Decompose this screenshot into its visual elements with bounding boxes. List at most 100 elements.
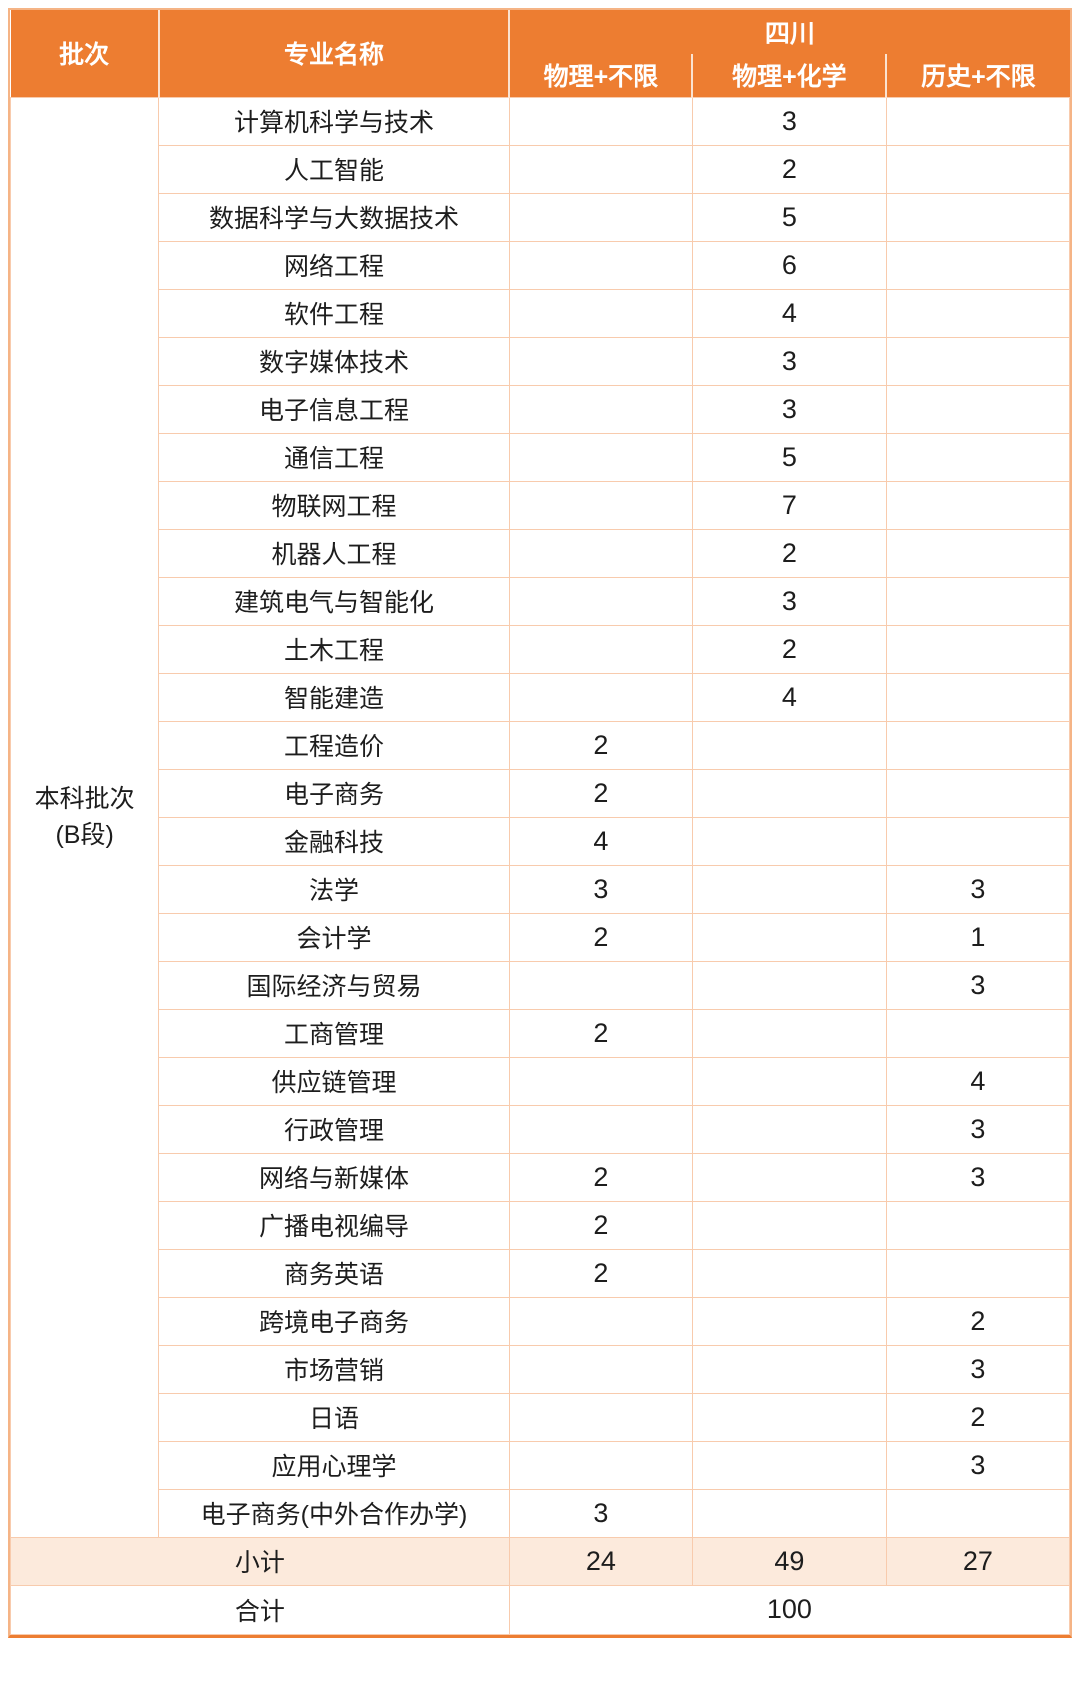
phys-chem-cell: [691, 1200, 887, 1250]
phys-chem-cell: [691, 1008, 887, 1058]
phys-chem-cell: 3: [691, 96, 887, 146]
major-name-cell: 机器人工程: [158, 528, 510, 578]
phys-chem-cell: 2: [691, 624, 887, 674]
col-header-phys-any: 物理+不限: [509, 54, 693, 98]
hist-any-cell: [885, 384, 1071, 434]
hist-any-cell: [885, 96, 1071, 146]
hist-any-cell: 3: [885, 960, 1071, 1010]
hist-any-cell: [885, 240, 1071, 290]
phys-any-cell: [508, 1344, 693, 1394]
phys-chem-cell: [691, 1488, 887, 1538]
phys-any-cell: [508, 1440, 693, 1490]
hist-any-cell: 1: [885, 912, 1071, 962]
col-header-province: 四川: [509, 10, 1070, 54]
phys-any-cell: [508, 1104, 693, 1154]
total-row: 合计 100: [10, 1584, 1071, 1635]
table-row: 行政管理 3: [11, 1104, 1071, 1154]
phys-any-cell: [508, 624, 693, 674]
major-name-cell: 物联网工程: [158, 480, 510, 530]
major-name-cell: 金融科技: [158, 816, 510, 866]
phys-chem-cell: 3: [691, 384, 887, 434]
major-name-cell: 电子商务(中外合作办学): [158, 1488, 510, 1538]
hist-any-cell: 3: [885, 1152, 1071, 1202]
table-row: 日语 2: [11, 1392, 1071, 1442]
hist-any-cell: [885, 480, 1071, 530]
table-row: 数据科学与大数据技术 5: [11, 192, 1071, 242]
batch-cell-line2: (B段): [55, 821, 114, 849]
major-name-cell: 人工智能: [158, 144, 510, 194]
major-name-cell: 商务英语: [158, 1248, 510, 1298]
col-header-batch: 批次: [10, 10, 160, 97]
table-row: 机器人工程 2: [11, 528, 1071, 578]
total-value: 100: [508, 1584, 1071, 1635]
table-row: 跨境电子商务 2: [11, 1296, 1071, 1346]
phys-any-cell: [508, 432, 693, 482]
phys-any-cell: [508, 288, 693, 338]
hist-any-cell: [885, 144, 1071, 194]
phys-chem-cell: [691, 1440, 887, 1490]
table-row: 商务英语 2: [11, 1248, 1071, 1298]
table-row: 网络与新媒体 2 3: [11, 1152, 1071, 1202]
phys-chem-cell: 3: [691, 576, 887, 626]
subtotal-hist-any: 27: [885, 1536, 1071, 1586]
hist-any-cell: [885, 192, 1071, 242]
phys-chem-cell: [691, 1392, 887, 1442]
table-row: 供应链管理 4: [11, 1056, 1071, 1106]
phys-any-cell: [508, 672, 693, 722]
major-name-cell: 数据科学与大数据技术: [158, 192, 510, 242]
table-body: 本科批次 (B段) 计算机科学与技术 3 人工智能 2 数据科学与大数据技术 5 网络工程 6 软件…: [9, 96, 1071, 1538]
phys-chem-cell: [691, 1152, 887, 1202]
phys-any-cell: 2: [508, 1152, 693, 1202]
phys-any-cell: [508, 336, 693, 386]
major-name-cell: 法学: [158, 864, 510, 914]
major-name-cell: 跨境电子商务: [158, 1296, 510, 1346]
table-row: 金融科技 4: [11, 816, 1071, 866]
hist-any-cell: [885, 1248, 1071, 1298]
subtotal-row: 小计 24 49 27: [10, 1536, 1071, 1586]
hist-any-cell: 3: [885, 1440, 1071, 1490]
hist-any-cell: 3: [885, 1344, 1071, 1394]
table-row: 网络工程 6: [11, 240, 1071, 290]
phys-chem-cell: 3: [691, 336, 887, 386]
hist-any-cell: 4: [885, 1056, 1071, 1106]
table-row: 市场营销 3: [11, 1344, 1071, 1394]
phys-any-cell: 2: [508, 912, 693, 962]
major-name-cell: 通信工程: [158, 432, 510, 482]
hist-any-cell: [885, 672, 1071, 722]
major-name-cell: 网络与新媒体: [158, 1152, 510, 1202]
hist-any-cell: [885, 1200, 1071, 1250]
phys-any-cell: 3: [508, 1488, 693, 1538]
major-name-cell: 广播电视编导: [158, 1200, 510, 1250]
phys-any-cell: 2: [508, 1248, 693, 1298]
phys-any-cell: [508, 240, 693, 290]
table-row: 数字媒体技术 3: [11, 336, 1071, 386]
phys-chem-cell: 2: [691, 144, 887, 194]
phys-chem-cell: [691, 960, 887, 1010]
table-footer: 小计 24 49 27 合计 100: [10, 1536, 1071, 1635]
table-row: 土木工程 2: [11, 624, 1071, 674]
major-name-cell: 计算机科学与技术: [158, 96, 510, 146]
phys-chem-cell: 5: [691, 192, 887, 242]
phys-any-cell: [508, 1056, 693, 1106]
hist-any-cell: [885, 528, 1071, 578]
phys-chem-cell: [691, 864, 887, 914]
hist-any-cell: [885, 576, 1071, 626]
phys-any-cell: 2: [508, 1200, 693, 1250]
phys-any-cell: [508, 384, 693, 434]
hist-any-cell: 2: [885, 1296, 1071, 1346]
phys-chem-cell: 6: [691, 240, 887, 290]
table-row: 建筑电气与智能化 3: [11, 576, 1071, 626]
major-name-cell: 国际经济与贸易: [158, 960, 510, 1010]
phys-chem-cell: [691, 1296, 887, 1346]
table-row: 应用心理学 3: [11, 1440, 1071, 1490]
table-row: 通信工程 5: [11, 432, 1071, 482]
phys-chem-cell: [691, 816, 887, 866]
header-row-province: 批次 专业名称 四川: [10, 10, 1070, 97]
major-name-cell: 应用心理学: [158, 1440, 510, 1490]
phys-any-cell: [508, 1392, 693, 1442]
major-name-cell: 建筑电气与智能化: [158, 576, 510, 626]
table-row: 物联网工程 7: [11, 480, 1071, 530]
hist-any-cell: [885, 288, 1071, 338]
table-row: 软件工程 4: [11, 288, 1071, 338]
phys-any-cell: 2: [508, 768, 693, 818]
